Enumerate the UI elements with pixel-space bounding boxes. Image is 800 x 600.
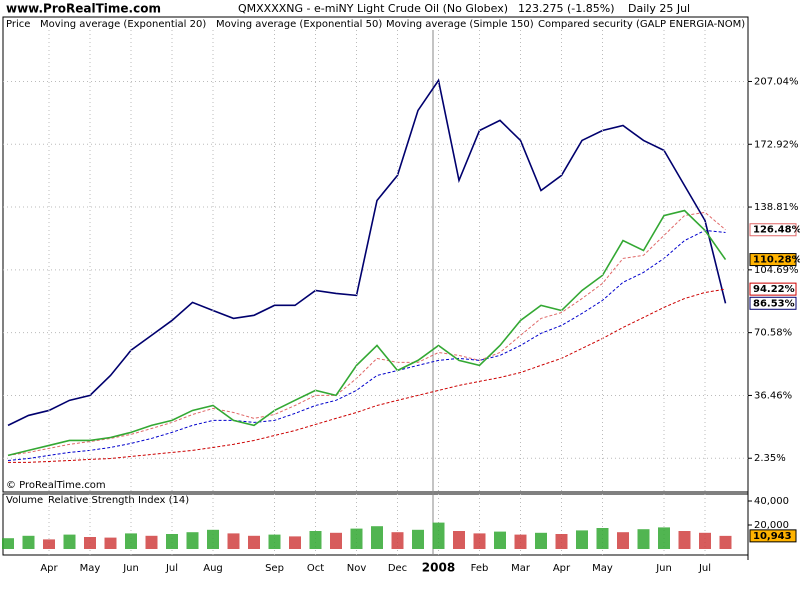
indicator-title: Relative Strength Index (14) [48,495,189,506]
y-tick-label: 138.81% [754,202,799,213]
x-tick-label: Jul [165,563,178,574]
volume-bar [719,535,732,549]
volume-bar [43,539,55,549]
x-tick-label: Aug [203,563,223,574]
volume-bar [350,528,363,549]
volume-bar [268,534,281,549]
x-tick-label: Apr [553,563,571,574]
value-label: 86.53% [753,298,795,309]
chart-title: QMXXXXNG - e-miNY Light Crude Oil (No Gl… [238,2,508,15]
volume-bar [535,532,547,549]
volume-bar [248,535,260,549]
y-tick-label: 40,000 [754,496,789,507]
value-label: 110.28% [753,255,800,266]
y-tick-label: 70.58% [754,328,792,339]
volume-bar [658,527,670,549]
volume-bar [186,532,199,549]
y-tick-label: 172.92% [754,139,799,150]
x-tick-label: Sep [265,563,284,574]
volume-bar [289,536,301,549]
x-tick-label: Jul [698,563,711,574]
volume-bar [227,533,240,549]
volume-bar [330,532,342,549]
x-tick-label: Mar [511,563,531,574]
y-tick-label: 207.04% [754,76,799,87]
volume-bar [412,529,424,549]
value-label: 126.48% [753,225,800,236]
series-line [8,288,726,463]
volume-bar [637,529,650,549]
legend-label: Moving average (Exponential 20) [40,19,206,30]
y-tick-label: 20,000 [754,520,789,531]
volume-bar [371,526,383,549]
volume-bar [63,534,76,549]
x-tick-label: May [592,563,613,574]
legend-label: Moving average (Exponential 50) [216,19,382,30]
value-label: 94.22% [753,284,795,295]
volume-bar [678,531,691,549]
value-label-box [749,529,797,543]
value-label-box [749,223,797,237]
x-tick-label: 2008 [422,561,455,575]
y-tick-label: 2.35% [754,453,786,464]
y-tick-label: 36.46% [754,390,792,401]
copyright: © ProRealTime.com [6,480,106,491]
x-tick-label: Apr [40,563,58,574]
legend-label: Compared security (GALP ENERGIA-NOM) [538,19,745,30]
volume-bar [596,528,609,549]
volume-bar [699,532,711,549]
volume-bar [84,537,96,549]
x-tick-label: Jun [655,563,672,574]
series-line [7,209,727,457]
quote: 123.275 (-1.85%) [518,2,614,15]
volume-bar [617,532,629,549]
volume-bar [555,534,568,549]
series-line [7,211,726,456]
volume-bar [494,531,506,549]
volume-bar [514,534,527,549]
brand: www.ProRealTime.com [6,2,161,16]
y-tick-label: 104.69% [754,265,799,276]
volume-bar [2,538,14,549]
volume-bar [432,522,445,549]
volume-bar [22,535,35,549]
x-tick-label: Oct [307,563,324,574]
x-tick-label: Jun [122,563,139,574]
volume-bar [125,533,137,549]
series-line [7,229,726,462]
volume-bar [453,531,465,549]
x-tick-label: Nov [347,563,367,574]
x-tick-label: May [80,563,101,574]
x-tick-label: Dec [388,563,407,574]
period: Daily 25 Jul [628,2,690,15]
legend-label: Moving average (Simple 150) [386,19,534,30]
volume-bar [145,535,158,549]
value-label-box [749,282,797,296]
volume-bar [207,529,219,549]
value-label: 10,943 [753,531,792,542]
legend-label: Price [6,19,30,30]
volume-bar [473,533,486,549]
series-line [7,78,727,427]
volume-bar [309,531,322,549]
volume-bar [576,530,588,549]
volume-bar [391,532,404,549]
value-label-box [749,296,797,310]
x-tick-label: Feb [471,563,489,574]
volume-bar [104,537,117,549]
value-label-box [749,253,797,267]
volume-bar [166,534,178,549]
volume-title: Volume [6,495,43,506]
